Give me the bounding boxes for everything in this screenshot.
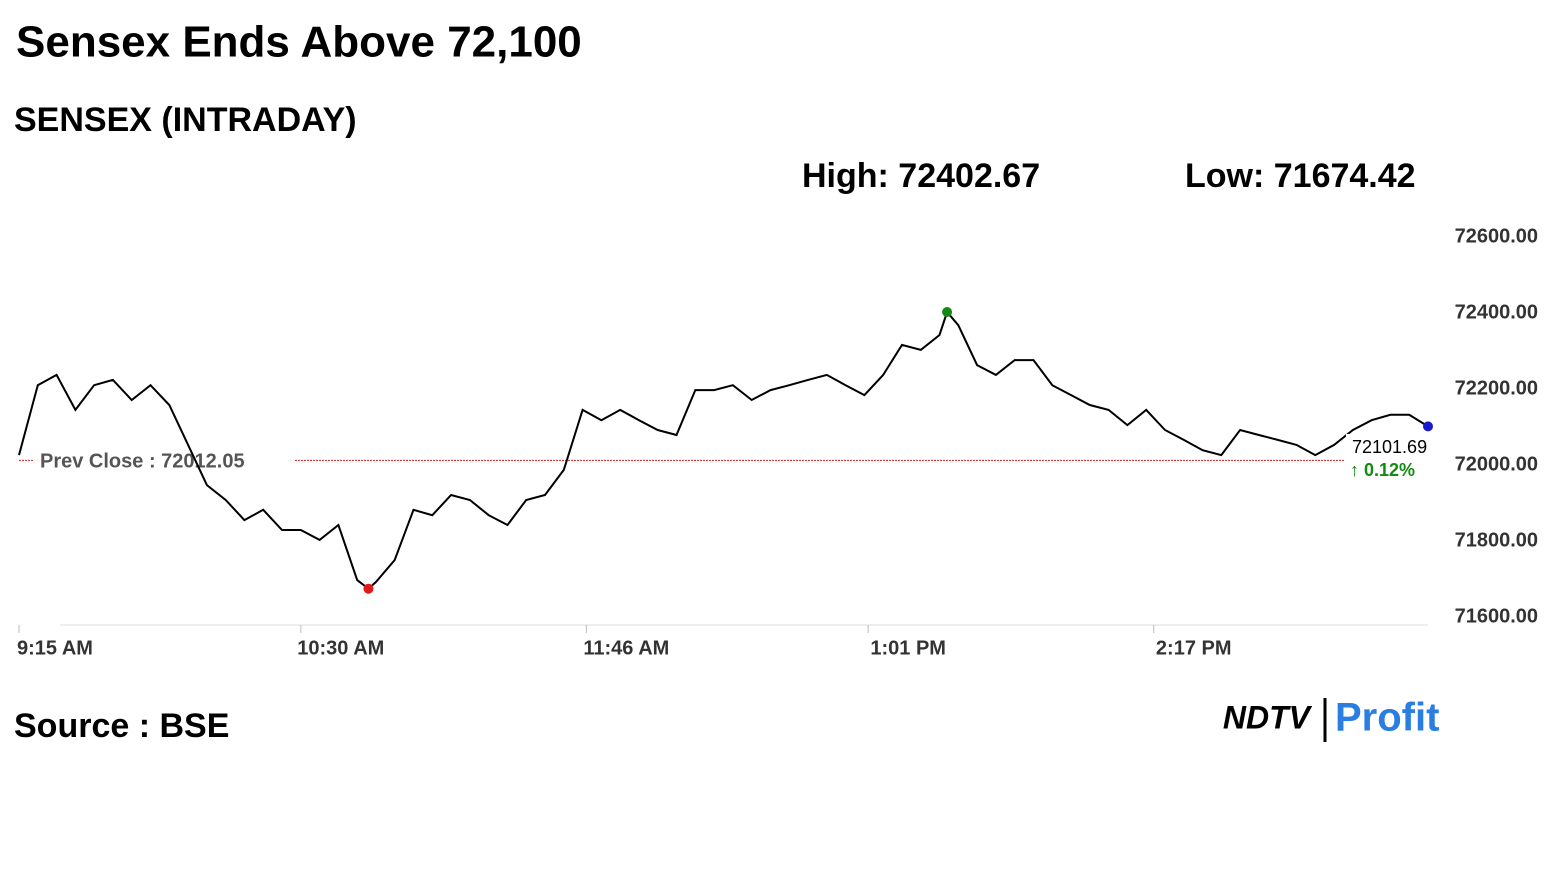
y-tick-label: 72000.00 — [1455, 453, 1538, 475]
last-bg — [1346, 434, 1440, 482]
y-tick-label: 71600.00 — [1455, 605, 1538, 627]
logo-right: Profit — [1335, 696, 1439, 740]
x-tick-label: 1:01 PM — [870, 637, 946, 659]
x-tick-label: 11:46 AM — [583, 637, 669, 659]
last-marker — [1423, 421, 1433, 432]
y-tick-label: 72200.00 — [1455, 377, 1538, 399]
y-tick-label: 72400.00 — [1455, 301, 1538, 323]
x-tick-label: 2:17 PM — [1156, 637, 1232, 659]
logo-left: NDTV — [1223, 699, 1313, 735]
price-line — [18, 309, 1429, 590]
x-tick-label: 10:30 AM — [297, 637, 384, 659]
y-tick-label: 71800.00 — [1455, 529, 1538, 551]
change-label: ↑ 0.12% — [1350, 460, 1415, 480]
chart-subtitle: SENSEX (INTRADAY) — [14, 101, 357, 139]
prev-close-bg — [34, 446, 294, 475]
low-label: Low: 71674.42 — [1185, 157, 1416, 195]
prev-close-label: Prev Close : 72012.05 — [40, 451, 245, 473]
high-marker — [942, 306, 953, 317]
high-label: High: 72402.67 — [802, 157, 1040, 195]
low-marker — [363, 583, 374, 594]
source: Source : BSE — [14, 707, 229, 745]
last-label: 72101.69 — [1352, 437, 1427, 457]
chart-title: Sensex Ends Above 72,100 — [16, 18, 582, 67]
x-tick-label: 9:15 AM — [17, 637, 93, 659]
y-tick-label: 72600.00 — [1455, 225, 1538, 247]
